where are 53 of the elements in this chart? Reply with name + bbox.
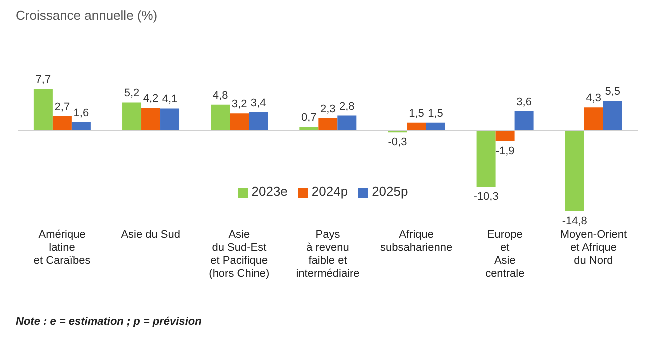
data-label: 0,7 — [302, 112, 317, 124]
bar — [211, 104, 230, 131]
x-tick-label: Asie du Sud-Est et Pacifique (hors Chine) — [209, 229, 270, 280]
bar — [407, 122, 426, 131]
x-tick-label: Europe et Asie centrale — [486, 229, 525, 280]
data-label: -0,3 — [388, 136, 408, 149]
data-label: 1,5 — [409, 108, 424, 120]
bar — [318, 118, 338, 131]
data-label: 1,5 — [428, 108, 444, 120]
x-tick-label: Afrique subsaharienne — [380, 229, 453, 254]
bar — [230, 114, 250, 131]
bar — [603, 101, 622, 131]
bar — [249, 112, 268, 131]
data-label: 2,3 — [320, 103, 336, 116]
x-tick-label: Moyen-Orient et Afrique du Nord — [560, 229, 628, 267]
bar — [426, 122, 446, 131]
text: Note : e = estimation ; p = prévision — [16, 316, 202, 328]
bar — [52, 116, 72, 131]
x-tick-label: Pays à revenu faible et intermédiaire — [296, 229, 360, 280]
data-label: 5,5 — [605, 86, 621, 98]
data-label: 3,4 — [250, 98, 266, 110]
data-label: -10,3 — [474, 191, 499, 204]
bar — [300, 127, 319, 131]
bar — [338, 116, 357, 131]
bar — [72, 122, 91, 131]
data-label: 2,8 — [340, 100, 355, 113]
data-label: 4,8 — [212, 90, 228, 102]
legend-label: 2023e — [252, 184, 288, 199]
legend-label: 2025p — [372, 184, 408, 199]
data-label: 7,7 — [36, 74, 52, 86]
bar — [476, 131, 496, 188]
bar — [34, 89, 53, 131]
data-label: 1,6 — [74, 107, 90, 120]
bar — [496, 131, 515, 142]
bar — [565, 131, 584, 212]
bar — [122, 102, 142, 131]
data-label: 4,2 — [143, 93, 159, 106]
bar — [584, 108, 604, 131]
bar — [142, 108, 161, 131]
data-label: 4,1 — [162, 94, 178, 106]
x-tick-label: Amérique latine et Caraïbes — [34, 229, 92, 267]
data-label: 4,3 — [586, 92, 602, 105]
x-tick-label: Asie du Sud — [121, 229, 181, 241]
data-label: -1,9 — [496, 145, 515, 158]
chart-title: Croissance annuelle (%) — [16, 8, 158, 23]
data-label: 2,7 — [54, 101, 70, 114]
data-label: 3,6 — [516, 96, 532, 108]
bar — [160, 108, 180, 131]
data-label: 5,2 — [124, 88, 140, 100]
data-label: -14,8 — [562, 215, 588, 228]
legend-label: 2024p — [312, 184, 348, 199]
data-label: 3,2 — [232, 98, 248, 111]
bar — [514, 111, 534, 131]
